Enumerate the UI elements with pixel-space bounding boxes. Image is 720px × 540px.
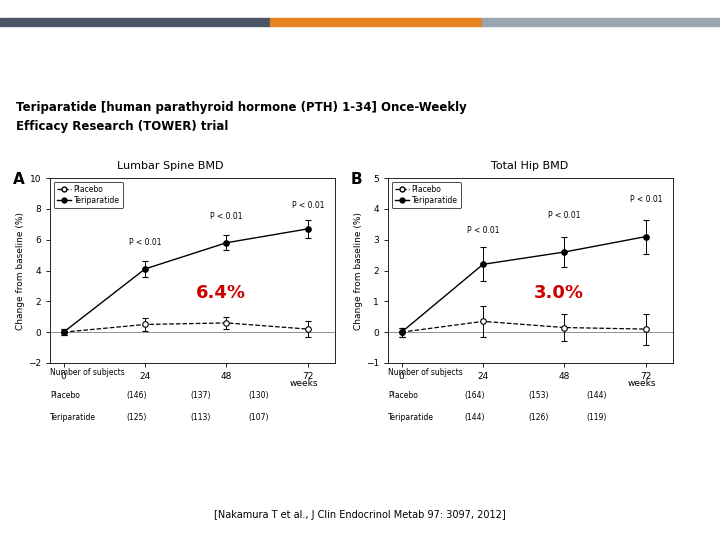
Text: P < 0.01: P < 0.01 (292, 201, 324, 211)
Text: (137): (137) (191, 391, 211, 400)
Legend: Placebo, Teriparatide: Placebo, Teriparatide (54, 182, 122, 208)
Text: Number of subjects: Number of subjects (50, 368, 125, 377)
Text: Total Hip BMD: Total Hip BMD (491, 161, 569, 171)
Text: Placebo: Placebo (50, 391, 80, 400)
Text: weeks: weeks (289, 379, 318, 388)
Text: (113): (113) (191, 413, 211, 422)
Text: (144): (144) (587, 391, 607, 400)
Y-axis label: Change from baseline (%): Change from baseline (%) (16, 212, 25, 329)
Text: Lumbar Spine BMD: Lumbar Spine BMD (117, 161, 223, 171)
Text: P < 0.01: P < 0.01 (548, 211, 580, 220)
Text: P < 0.01: P < 0.01 (629, 195, 662, 204)
Y-axis label: Change from baseline (%): Change from baseline (%) (354, 212, 363, 329)
Legend: Placebo, Teriparatide: Placebo, Teriparatide (392, 182, 461, 208)
Bar (0, 18, 270, 26)
Text: [Nakamura T et al., J Clin Endocrinol Metab 97: 3097, 2012]: [Nakamura T et al., J Clin Endocrinol Me… (214, 510, 506, 520)
Text: (107): (107) (248, 413, 269, 422)
Text: (164): (164) (464, 391, 485, 400)
Text: Once-weekly Teriparatide: Once-weekly Teriparatide (16, 51, 376, 75)
Text: Placebo: Placebo (388, 391, 418, 400)
Text: Teriparatide [human parathyroid hormone (PTH) 1-34] Once-Weekly
Efficacy Researc: Teriparatide [human parathyroid hormone … (16, 101, 467, 133)
Text: Number of subjects: Number of subjects (388, 368, 463, 377)
Text: Teriparatide: Teriparatide (50, 413, 96, 422)
Bar (482, 18, 720, 26)
Text: (130): (130) (248, 391, 269, 400)
Text: weeks: weeks (628, 379, 656, 388)
Bar (270, 18, 482, 26)
Text: Teriparatide: Teriparatide (388, 413, 434, 422)
Text: P < 0.01: P < 0.01 (467, 226, 499, 235)
Text: (144): (144) (464, 413, 485, 422)
Text: B: B (351, 172, 363, 187)
Text: (126): (126) (528, 413, 549, 422)
Text: (125): (125) (127, 413, 147, 422)
Text: 6.4%: 6.4% (196, 284, 246, 302)
Text: (119): (119) (587, 413, 607, 422)
Text: 3.0%: 3.0% (534, 284, 584, 302)
Text: A: A (13, 172, 24, 187)
Text: (153): (153) (528, 391, 549, 400)
Text: (146): (146) (127, 391, 148, 400)
Text: P < 0.01: P < 0.01 (210, 212, 243, 221)
Text: P < 0.01: P < 0.01 (129, 238, 161, 247)
